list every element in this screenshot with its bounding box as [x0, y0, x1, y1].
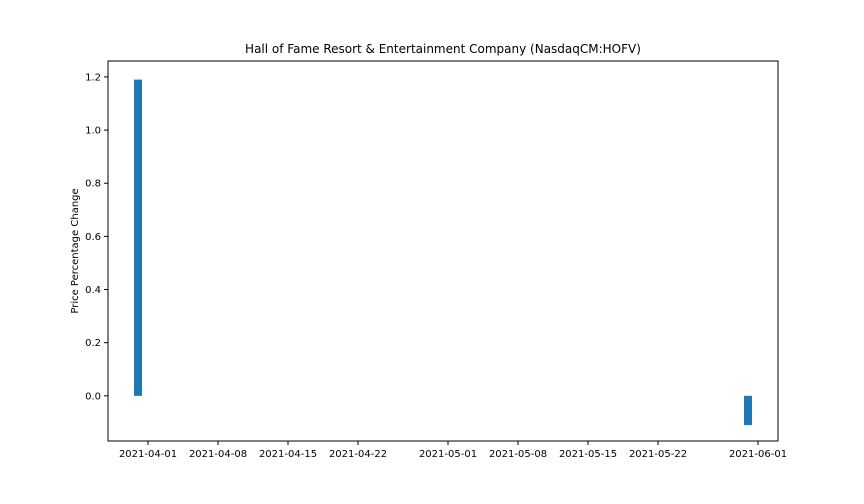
- x-tick-label: 2021-04-08: [189, 449, 247, 460]
- x-tick-label: 2021-05-15: [559, 449, 617, 460]
- y-tick-label: 0.4: [85, 285, 101, 296]
- x-tick-label: 2021-05-22: [629, 449, 687, 460]
- x-tick-label: 2021-05-08: [489, 449, 547, 460]
- y-tick-label: 1.0: [85, 126, 101, 137]
- x-tick-label: 2021-04-01: [119, 449, 177, 460]
- plot-area-frame: [107, 60, 779, 442]
- y-axis: 0.0 0.2 0.4 0.6 0.8 1.0 1.2: [85, 72, 108, 402]
- bar-2021-03-31: [134, 79, 142, 396]
- x-tick-label: 2021-04-22: [329, 449, 387, 460]
- y-tick-label: 0.0: [85, 391, 101, 402]
- x-axis: 2021-04-01 2021-04-08 2021-04-15 2021-04-22…: [119, 441, 787, 460]
- y-tick-label: 0.2: [85, 338, 101, 349]
- x-tick-label: 2021-05-01: [419, 449, 477, 460]
- chart-title: Hall of Fame Resort & Entertainment Comp…: [245, 42, 641, 56]
- bars-group: [134, 79, 752, 426]
- y-tick-label: 0.8: [85, 179, 101, 190]
- y-axis-label: Price Percentage Change: [70, 188, 81, 313]
- bar-2021-05-31: [744, 395, 752, 426]
- x-tick-label: 2021-04-15: [259, 449, 317, 460]
- y-tick-label: 1.2: [85, 72, 101, 83]
- y-tick-label: 0.6: [85, 232, 101, 243]
- x-tick-label: 2021-06-01: [729, 449, 787, 460]
